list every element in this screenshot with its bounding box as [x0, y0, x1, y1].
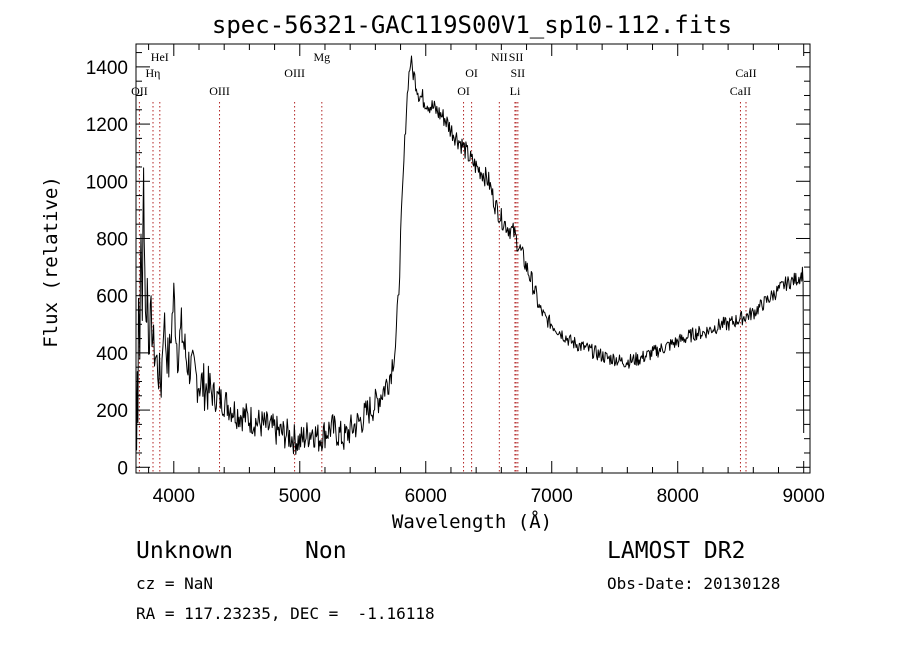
y-tick-label: 1000 [86, 172, 128, 193]
series-line-0 [135, 55, 805, 455]
y-tick-label: 400 [96, 344, 128, 365]
x-tick-label: 7000 [531, 486, 573, 507]
y-tick-label: 0 [117, 458, 128, 479]
axis-tick-labels: 4000 5000 6000 7000 8000 9000 0 200 400 600 800 100… [86, 58, 825, 507]
line-mark-label-3: OIII [209, 84, 230, 98]
survey-label: LAMOST DR2 [607, 538, 746, 564]
line-mark-label-6: OI [457, 84, 470, 98]
series-layer [135, 55, 805, 455]
x-tick-label: 5000 [279, 486, 321, 507]
line-mark-label-1: Hη [146, 66, 161, 80]
cz-label: cz = NaN [136, 574, 214, 593]
y-tick-label: 1400 [86, 58, 128, 79]
obs-date-label: Obs-Date: 20130128 [607, 574, 781, 593]
line-mark-label-10: SII [511, 66, 526, 80]
x-tick-label: 6000 [405, 486, 447, 507]
line-mark-label-13: CaII [730, 84, 751, 98]
line-marks: OII Hη HeI OIII OIII Mg OI OI NII SII SII Li CaII CaI… [131, 50, 757, 473]
line-mark-label-0: OII [131, 84, 148, 98]
x-axis-label: Wavelength (Å) [392, 510, 552, 533]
axis-ticks [136, 44, 810, 473]
coords-label: RA = 117.23235, DEC = -1.16118 [136, 604, 435, 623]
x-tick-label: 4000 [153, 486, 195, 507]
y-tick-label: 600 [96, 287, 128, 308]
y-tick-label: 200 [96, 401, 128, 422]
subclass-label: Non [305, 538, 347, 564]
plot-frame [135, 43, 811, 474]
y-tick-label: 1200 [86, 115, 128, 136]
line-mark-label-5: Mg [313, 50, 330, 64]
y-tick-label: 800 [96, 229, 128, 250]
chart-title: spec-56321-GAC119S00V1_sp10-112.fits [212, 11, 732, 39]
class-label: Unknown [136, 538, 233, 564]
line-mark-label-8: NII [491, 50, 508, 64]
line-mark-label-12: CaII [735, 66, 756, 80]
line-mark-label-2: HeI [151, 50, 169, 64]
x-tick-label: 8000 [657, 486, 699, 507]
line-mark-label-4: OIII [284, 66, 305, 80]
line-mark-label-11: Li [510, 84, 521, 98]
line-mark-label-7: OI [465, 66, 478, 80]
line-mark-label-9: SII [509, 50, 524, 64]
y-axis-label: Flux (relative) [40, 176, 62, 348]
x-tick-label: 9000 [783, 486, 825, 507]
